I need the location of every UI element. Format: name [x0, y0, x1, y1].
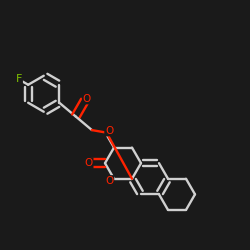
Text: O: O — [82, 94, 91, 104]
Text: F: F — [16, 74, 22, 85]
Text: O: O — [85, 158, 93, 168]
Text: O: O — [106, 176, 114, 186]
Text: O: O — [105, 126, 113, 136]
